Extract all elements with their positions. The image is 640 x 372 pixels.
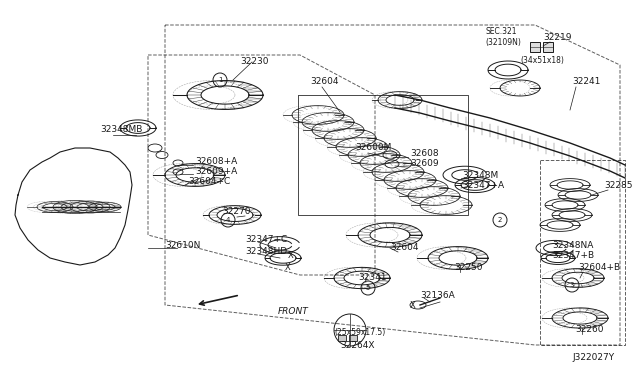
Text: 32285: 32285 [604,180,632,189]
Text: (32109N): (32109N) [485,38,521,46]
Text: 32270: 32270 [222,208,250,217]
Text: 32347+C: 32347+C [245,235,287,244]
Text: 32250: 32250 [454,263,483,273]
Text: (34x51x18): (34x51x18) [520,55,564,64]
Text: (25x59x17.5): (25x59x17.5) [334,327,385,337]
Text: J322027Y: J322027Y [572,353,614,362]
Bar [349,335,357,341]
Text: 32610N: 32610N [165,241,200,250]
Bar [543,42,553,52]
Text: 32219: 32219 [543,33,572,42]
Text: 2: 2 [498,217,502,223]
Text: 5: 5 [366,285,370,291]
Text: 32264X: 32264X [340,340,374,350]
Text: 32608: 32608 [410,148,438,157]
Text: 32341: 32341 [358,273,387,282]
Bar [530,42,540,52]
Text: 4: 4 [226,217,230,223]
Text: 32260: 32260 [575,326,604,334]
Text: X: X [288,250,294,260]
Text: 32347+B: 32347+B [552,251,594,260]
Text: 32608+A: 32608+A [195,157,237,167]
Text: 32600M: 32600M [355,144,392,153]
Text: 32609: 32609 [410,158,438,167]
Text: 32347+A: 32347+A [462,180,504,189]
Text: X: X [410,301,416,311]
Text: 32604: 32604 [390,244,419,253]
Text: 32230: 32230 [240,58,269,67]
Text: 32348M: 32348M [462,170,499,180]
Text: 1: 1 [218,77,222,83]
Text: 32604+B: 32604+B [578,263,620,273]
Text: SEC.321: SEC.321 [485,28,516,36]
Text: 32348MB: 32348MB [100,125,142,135]
Text: 3: 3 [570,282,574,288]
Text: 32136A: 32136A [420,291,455,299]
Text: 32609+A: 32609+A [195,167,237,176]
Bar [338,335,346,341]
Text: 32604: 32604 [310,77,339,87]
Text: FRONT: FRONT [278,308,308,317]
Text: 32241: 32241 [572,77,600,87]
Text: 32348NA: 32348NA [552,241,593,250]
Text: 32604+C: 32604+C [188,177,230,186]
Text: 32348HD: 32348HD [245,247,287,257]
Text: X: X [285,263,291,273]
